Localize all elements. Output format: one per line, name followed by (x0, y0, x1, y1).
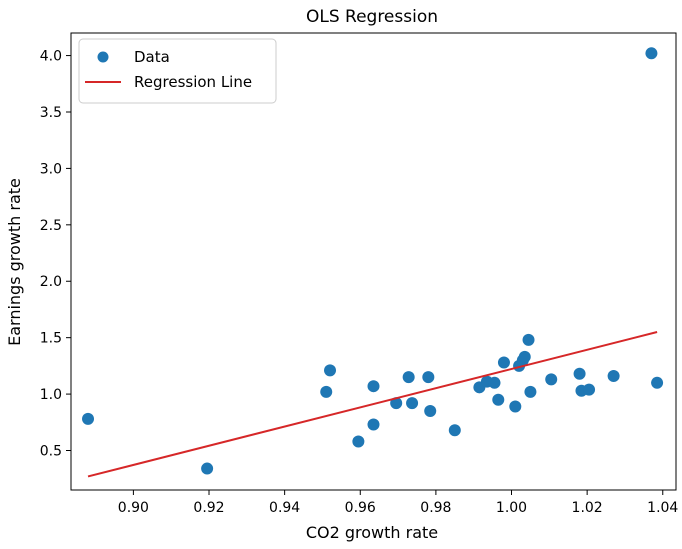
y-tick-label: 1.5 (40, 331, 62, 347)
data-point (573, 367, 586, 380)
data-point (488, 376, 501, 389)
data-point (324, 364, 337, 377)
data-point (406, 397, 419, 410)
data-point (367, 418, 380, 431)
x-axis-label: CO2 growth rate (306, 523, 438, 542)
data-point (645, 47, 658, 60)
data-point (607, 370, 620, 383)
x-tick-label: 1.00 (496, 500, 527, 516)
x-tick-label: 0.92 (193, 500, 224, 516)
data-point (367, 380, 380, 393)
data-point (651, 376, 664, 389)
data-point (82, 412, 95, 425)
x-tick-label: 1.04 (647, 500, 678, 516)
data-point (422, 371, 435, 384)
x-tick-label: 1.02 (572, 500, 603, 516)
regression-line (87, 331, 658, 478)
legend-label-regression-line: Regression Line (134, 73, 252, 91)
data-point (402, 371, 415, 384)
x-tick-label: 0.96 (345, 500, 376, 516)
data-point (497, 356, 510, 369)
data-point (352, 435, 365, 448)
y-axis: 0.5 1.0 1.5 2.0 2.5 3.0 3.5 4.0 (40, 49, 71, 460)
x-axis: 0.90 0.92 0.94 0.96 0.98 1.00 1.02 1.04 (118, 490, 678, 516)
y-tick-label: 2.5 (40, 218, 62, 234)
data-point (522, 333, 535, 346)
chart-title: OLS Regression (306, 7, 438, 27)
data-point (390, 397, 403, 410)
data-point (201, 462, 214, 475)
y-tick-label: 3.0 (40, 161, 62, 177)
data-point (448, 424, 461, 437)
data-point (320, 385, 333, 398)
y-axis-label: Earnings growth rate (5, 178, 24, 346)
x-tick-label: 0.98 (420, 500, 451, 516)
y-tick-label: 4.0 (40, 49, 62, 65)
legend-marker-data (97, 51, 109, 63)
plot-frame (70, 32, 677, 491)
data-point (545, 373, 558, 386)
data-point (509, 400, 522, 413)
plot-area (82, 47, 664, 478)
y-tick-label: 0.5 (40, 444, 62, 460)
data-point (424, 405, 437, 418)
y-tick-label: 1.0 (40, 387, 62, 403)
y-tick-label: 2.0 (40, 274, 62, 290)
y-tick-label: 3.5 (40, 105, 62, 121)
legend-label-data: Data (134, 48, 170, 66)
legend: Data Regression Line (78, 38, 277, 104)
data-point (518, 350, 531, 363)
data-point (524, 385, 537, 398)
data-point (583, 383, 596, 396)
x-tick-label: 0.90 (118, 500, 149, 516)
legend-box (78, 38, 277, 104)
x-tick-label: 0.94 (269, 500, 300, 516)
data-point (492, 393, 505, 406)
